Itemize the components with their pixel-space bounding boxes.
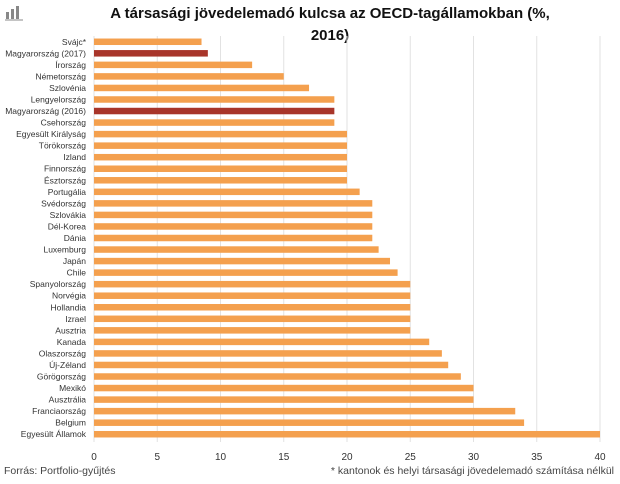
category-labels: Svájc*Magyarország (2017) ÍrországNémetor… [5,37,87,439]
chart-title-line2: 2016) [310,27,350,44]
logo-icon [5,6,23,21]
category-label: Egyesült Államok [21,429,87,439]
bar [94,200,373,207]
x-tick-label: 20 [341,452,353,463]
category-label: Svájc* [62,37,87,47]
footnote: * kantonok és helyi társasági jövedelema… [330,465,614,477]
bar [94,96,335,103]
category-label: Észtország [44,175,86,185]
x-tick-label: 40 [594,452,606,463]
bar [94,350,442,357]
bar [94,292,411,299]
category-label: Belgium [55,418,86,428]
category-label: Dánia [64,233,86,243]
bar [94,373,461,380]
bar [94,223,373,230]
chart-title: A társasági jövedelemadó kulcsa az OECD-… [40,3,620,47]
bar [94,73,284,80]
category-label: Magyarország (2017) [5,48,86,58]
category-label: Luxemburg [43,245,86,255]
category-label: Finnország [44,164,86,174]
category-label: Olaszország [39,348,87,358]
category-label: Ausztrália [49,395,87,405]
chart-title-line1: A társasági jövedelemadó kulcsa az OECD-… [110,5,550,22]
bar [94,338,430,346]
category-label: Kanada [57,337,87,347]
bar [94,407,516,415]
bar [94,142,347,149]
bar [94,177,347,184]
x-tick-label: 35 [531,452,543,463]
bar [94,430,600,438]
bar [94,304,411,311]
category-label: Hollandia [51,302,87,312]
category-label: Dél-Korea [48,221,87,231]
bars [94,38,600,438]
category-label: Chile [67,268,87,278]
category-label: Japán [63,256,86,266]
bar [94,119,335,126]
bar [94,50,208,57]
x-tick-label: 30 [468,452,480,463]
category-label: Szlovénia [49,83,86,93]
bar [94,130,347,138]
category-label: Izrael [65,314,86,324]
category-label: Törökország [39,141,87,151]
bar [94,165,347,172]
category-label: Franciaország [32,406,86,416]
category-label: Portugália [48,187,87,197]
x-tick-label: 0 [91,452,97,463]
category-label: Svédország [41,198,86,208]
bar [94,396,474,403]
bar [94,269,398,276]
category-label: Izland [63,152,86,162]
bar [94,84,310,92]
bar [94,327,411,334]
category-label: Új-Zéland [49,360,86,370]
bar [94,153,347,161]
category-label: Mexikó [59,383,86,393]
category-label: Németország [35,71,86,81]
x-tick-label: 25 [405,452,417,463]
x-tick-label: 15 [278,452,290,463]
bar [94,234,373,242]
source-note: Forrás: Portfolio-gyűjtés [4,465,116,477]
category-label: Lengyelország [31,94,87,104]
bar [94,361,449,369]
category-label: Magyarország (2016) [5,106,86,116]
bar [94,246,379,253]
bar [94,280,411,288]
category-label: Csehország [41,118,87,128]
category-label: Norvégia [52,291,86,301]
bar [94,257,391,265]
bar [94,419,525,426]
bar [94,384,474,392]
category-label: Szlovákia [50,210,87,220]
category-label: Írország [55,60,86,70]
category-label: Egyesült Királyság [16,129,86,139]
bar [94,107,335,115]
category-label: Spanyolország [30,279,87,289]
category-label: Görögország [37,372,86,382]
bar [94,315,411,323]
category-label: Ausztria [55,325,86,335]
x-tick-label: 10 [215,452,227,463]
bar [94,61,253,69]
x-axis-tick-labels: 0 5 10 15 20 25 30 35 40 [91,452,606,463]
bar [94,211,373,219]
x-tick-label: 5 [154,452,160,463]
bar [94,188,360,196]
bar [94,38,202,46]
